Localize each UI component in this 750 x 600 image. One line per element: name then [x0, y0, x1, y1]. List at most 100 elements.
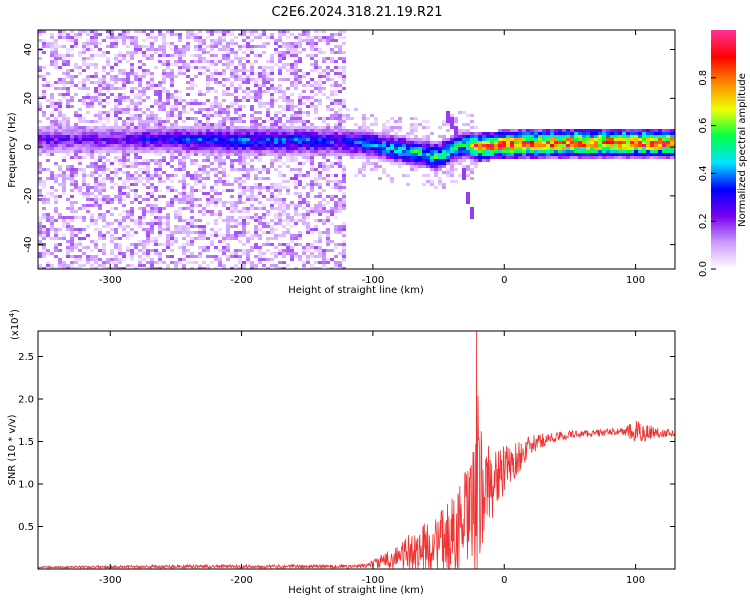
heatmap-cell — [42, 228, 46, 231]
heatmap-cell — [190, 135, 194, 138]
heatmap-cell — [270, 237, 274, 240]
heatmap-cell — [258, 219, 262, 222]
heatmap-cell — [494, 150, 498, 153]
heatmap-cell — [50, 228, 54, 231]
heatmap-cell — [274, 114, 278, 117]
heatmap-cell — [42, 246, 46, 249]
heatmap-cell — [78, 207, 82, 210]
heatmap-cell — [158, 120, 162, 123]
heatmap-cell — [114, 129, 118, 132]
heatmap-cell — [278, 243, 282, 246]
heatmap-cell — [150, 237, 154, 240]
heatmap-cell — [266, 168, 270, 171]
heatmap-cell — [110, 249, 114, 252]
heatmap-cell — [214, 96, 218, 99]
heatmap-cell — [214, 42, 218, 45]
heatmap-cell — [290, 105, 294, 108]
heatmap-cell — [70, 144, 74, 147]
heatmap-cell — [62, 189, 66, 192]
heatmap-cell — [186, 255, 190, 258]
heatmap-cell — [666, 132, 670, 135]
heatmap-cell — [242, 159, 246, 162]
heatmap-cell — [222, 36, 226, 39]
heatmap-cell — [354, 138, 358, 141]
heatmap-cell — [258, 186, 262, 189]
heatmap-cell — [434, 168, 438, 171]
heatmap-cell — [54, 231, 58, 234]
heatmap-y-axis-label: Frequency (Hz) — [7, 112, 18, 188]
heatmap-cell — [138, 75, 142, 78]
heatmap-cell — [146, 135, 150, 138]
heatmap-cell — [286, 54, 290, 57]
heatmap-cell — [294, 66, 298, 69]
heatmap-cell — [162, 141, 166, 144]
heatmap-cell — [414, 150, 418, 153]
heatmap-cell — [98, 249, 102, 252]
heatmap-cell — [194, 48, 198, 51]
heatmap-cell — [46, 264, 50, 267]
heatmap-cell — [334, 255, 338, 258]
heatmap-frame — [37, 29, 676, 270]
heatmap-cell — [510, 129, 514, 132]
heatmap-cell — [206, 153, 210, 156]
heatmap-cell — [474, 159, 478, 162]
heatmap-cell — [294, 48, 298, 51]
heatmap-cell — [306, 96, 310, 99]
heatmap-cell — [386, 129, 390, 132]
heatmap-cell — [194, 120, 198, 123]
heatmap-cell — [342, 138, 346, 141]
heatmap-cell — [86, 150, 90, 153]
heatmap-cell — [486, 156, 490, 159]
heatmap-cell — [166, 234, 170, 237]
heatmap-cell — [74, 84, 78, 87]
heatmap-cell — [86, 75, 90, 78]
heatmap-cell — [62, 114, 66, 117]
heatmap-cell — [550, 129, 554, 132]
heatmap-cell — [138, 168, 142, 171]
heatmap-cell — [382, 168, 386, 171]
heatmap-cell — [490, 150, 494, 153]
heatmap-cell — [86, 96, 90, 99]
heatmap-cell — [242, 234, 246, 237]
heatmap-cell — [70, 219, 74, 222]
heatmap-cell — [82, 219, 86, 222]
heatmap-cell — [418, 141, 422, 144]
heatmap-cell — [218, 177, 222, 180]
heatmap-cell — [254, 186, 258, 189]
heatmap-cell — [122, 180, 126, 183]
heatmap-cell — [238, 222, 242, 225]
heatmap-cell — [134, 126, 138, 129]
heatmap-cell — [142, 126, 146, 129]
heatmap-cell — [630, 144, 634, 147]
heatmap-cell — [422, 153, 426, 156]
heatmap-cell — [166, 228, 170, 231]
heatmap-cell — [554, 144, 558, 147]
heatmap-cell — [318, 102, 322, 105]
heatmap-cell — [470, 216, 474, 219]
heatmap-cell — [238, 210, 242, 213]
heatmap-cell — [170, 204, 174, 207]
heatmap-cell — [222, 252, 226, 255]
heatmap-cell — [446, 120, 450, 123]
heatmap-cell — [94, 36, 98, 39]
heatmap-cell — [430, 162, 434, 165]
heatmap-cell — [354, 150, 358, 153]
heatmap-cell — [242, 63, 246, 66]
heatmap-cell — [114, 174, 118, 177]
heatmap-cell — [82, 141, 86, 144]
heatmap-cell — [210, 78, 214, 81]
heatmap-cell — [466, 156, 470, 159]
heatmap-cell — [106, 153, 110, 156]
heatmap-cell — [226, 237, 230, 240]
heatmap-cell — [418, 156, 422, 159]
heatmap-cell — [198, 126, 202, 129]
heatmap-cell — [206, 60, 210, 63]
heatmap-cell — [78, 267, 82, 269]
heatmap-cell — [142, 141, 146, 144]
heatmap-cell — [378, 159, 382, 162]
heatmap-cell — [98, 120, 102, 123]
heatmap-cell — [282, 261, 286, 264]
heatmap-cell — [186, 234, 190, 237]
heatmap-cell — [414, 144, 418, 147]
heatmap-cell — [210, 33, 214, 36]
